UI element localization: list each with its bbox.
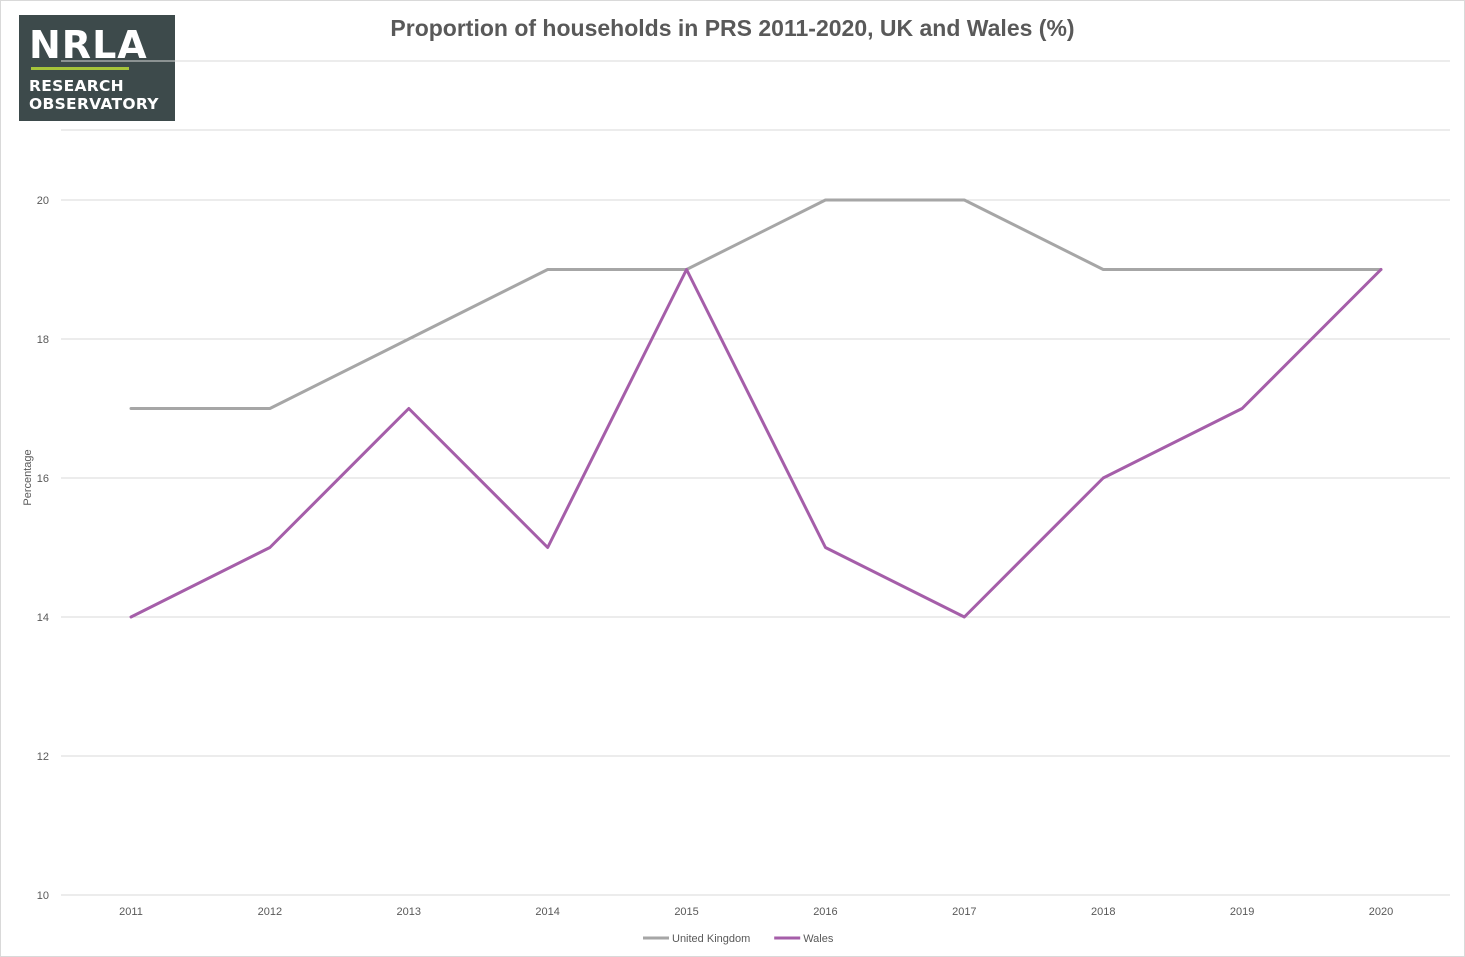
x-tick-label: 2013 <box>397 906 421 918</box>
chart-title: Proportion of households in PRS 2011-202… <box>390 15 1075 41</box>
x-tick-label: 2016 <box>813 906 837 918</box>
legend-label: Wales <box>803 933 834 945</box>
series-line-united-kingdom <box>129 198 1383 410</box>
x-tick-label: 2020 <box>1369 906 1393 918</box>
legend: United Kingdom Wales <box>643 933 834 945</box>
y-tick-label: 20 <box>37 195 49 207</box>
x-tick-label: 2012 <box>258 906 282 918</box>
x-tick-label: 2018 <box>1091 906 1115 918</box>
logo-subtitle-line-2: OBSERVATORY <box>29 95 159 113</box>
logo-accent-bar <box>31 67 129 70</box>
gridlines <box>61 60 1450 896</box>
x-tick-label: 2019 <box>1230 906 1254 918</box>
nrla-logo: NRLA RESEARCH OBSERVATORY <box>19 15 175 121</box>
x-axis-ticks: 2011 2012 2013 2014 2015 2016 2017 2018 2019 2020 <box>119 906 1393 918</box>
x-tick-label: 2017 <box>952 906 976 918</box>
logo-wordmark: NRLA <box>29 23 148 67</box>
x-tick-label: 2011 <box>119 906 143 918</box>
y-tick-label: 18 <box>37 334 49 346</box>
y-tick-label: 16 <box>37 473 49 485</box>
series-layer <box>129 198 1383 619</box>
y-tick-label: 14 <box>37 612 49 624</box>
y-tick-label: 12 <box>37 751 49 763</box>
logo-subtitle-line-1: RESEARCH <box>29 77 124 95</box>
legend-label: United Kingdom <box>672 933 750 945</box>
y-tick-label: 10 <box>37 890 49 902</box>
y-axis-label: Percentage <box>22 449 34 505</box>
series-line-wales <box>129 268 1383 619</box>
y-axis-ticks: 10 12 14 16 18 20 <box>37 195 49 902</box>
x-tick-label: 2015 <box>674 906 698 918</box>
x-tick-label: 2014 <box>535 906 559 918</box>
